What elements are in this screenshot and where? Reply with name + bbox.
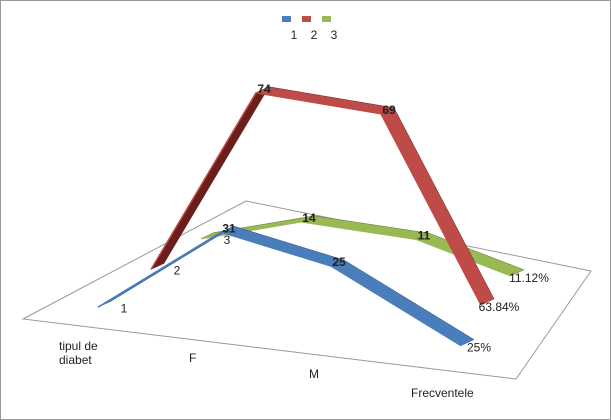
legend-label: 1 [291, 28, 298, 42]
category-label: Frecventele [411, 386, 474, 400]
legend-swatch [322, 16, 331, 22]
ribbon [220, 225, 345, 267]
category-label: tipul de diabet [59, 339, 98, 367]
data-label: 14 [302, 211, 316, 225]
data-label: 31 [222, 221, 236, 235]
ribbon [255, 86, 395, 115]
series-line [150, 91, 482, 306]
data-label: 63.84% [479, 300, 520, 314]
data-label: 11.12% [509, 271, 549, 285]
ribbon [330, 259, 475, 346]
data-label: 11 [418, 228, 431, 242]
data-label: 1 [121, 301, 128, 315]
legend-label: 2 [311, 28, 318, 42]
legend-swatch [302, 16, 311, 22]
data-label: 25% [467, 341, 491, 355]
legend-swatch [282, 16, 291, 22]
data-label: 69 [382, 103, 396, 117]
ribbon [300, 215, 430, 240]
data-label: 74 [257, 82, 271, 96]
data-label: 25 [332, 255, 346, 269]
data-label: 2 [174, 264, 181, 278]
legend-label: 3 [331, 28, 338, 42]
ribbon [380, 107, 495, 306]
data-label: 3 [224, 233, 231, 247]
category-label: F [189, 351, 197, 365]
series-line [97, 231, 462, 347]
category-label: M [309, 367, 319, 381]
